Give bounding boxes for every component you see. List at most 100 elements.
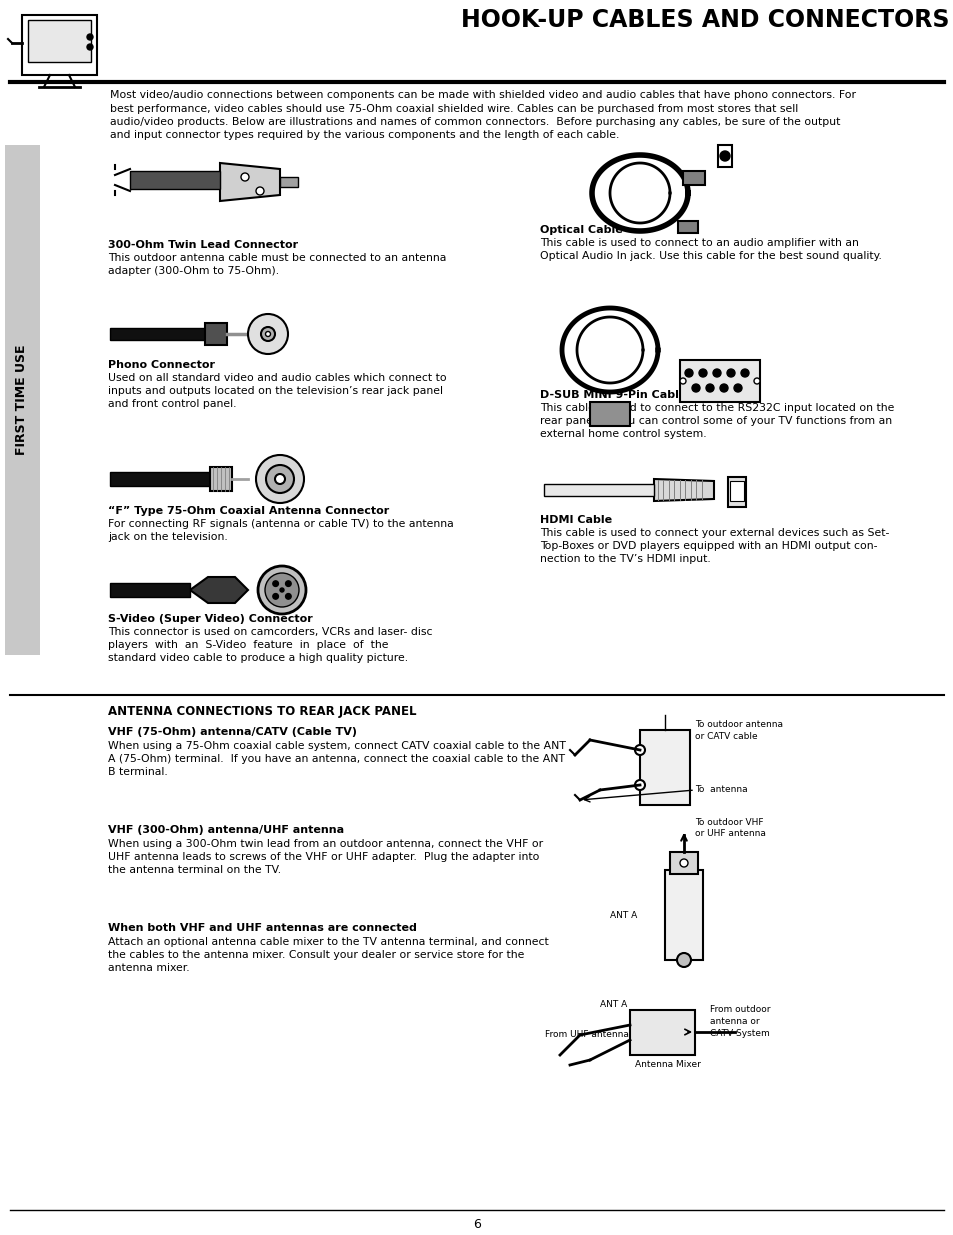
- Text: HDMI Cable: HDMI Cable: [539, 515, 612, 525]
- Circle shape: [609, 163, 669, 224]
- Text: audio/video products. Below are illustrations and names of common connectors.  B: audio/video products. Below are illustra…: [110, 117, 840, 127]
- Circle shape: [280, 588, 284, 592]
- Text: S-Video (Super Video) Connector: S-Video (Super Video) Connector: [108, 614, 313, 624]
- Text: This cable is used to connect to the RS232C input located on the: This cable is used to connect to the RS2…: [539, 403, 893, 412]
- Bar: [678, 221, 698, 233]
- Bar: [110, 329, 205, 340]
- Text: Attach an optional antenna cable mixer to the TV antenna terminal, and connect: Attach an optional antenna cable mixer t…: [108, 937, 548, 947]
- Circle shape: [241, 173, 249, 182]
- Text: standard video cable to produce a high quality picture.: standard video cable to produce a high q…: [108, 653, 408, 663]
- Circle shape: [705, 384, 713, 391]
- Circle shape: [274, 474, 285, 484]
- Polygon shape: [190, 577, 248, 603]
- Text: Most video/audio connections between components can be made with shielded video : Most video/audio connections between com…: [110, 90, 855, 100]
- Circle shape: [261, 327, 274, 341]
- Circle shape: [691, 384, 700, 391]
- Bar: [718, 144, 731, 167]
- Text: From UHF antenna: From UHF antenna: [544, 1030, 628, 1039]
- Text: external home control system.: external home control system.: [539, 429, 706, 438]
- Bar: [205, 324, 227, 345]
- Circle shape: [712, 369, 720, 377]
- Text: the cables to the antenna mixer. Consult your dealer or service store for the: the cables to the antenna mixer. Consult…: [108, 950, 524, 960]
- Bar: [280, 177, 297, 186]
- Circle shape: [257, 566, 306, 614]
- Text: and input connector types required by the various components and the length of e: and input connector types required by th…: [110, 131, 618, 141]
- Text: For connecting RF signals (antenna or cable TV) to the antenna: For connecting RF signals (antenna or ca…: [108, 519, 454, 529]
- Text: ANT A: ANT A: [599, 1000, 626, 1009]
- Text: 300-Ohm Twin Lead Connector: 300-Ohm Twin Lead Connector: [108, 240, 297, 249]
- Circle shape: [699, 369, 706, 377]
- Text: best performance, video cables should use 75-Ohm coaxial shielded wire. Cables c: best performance, video cables should us…: [110, 104, 798, 114]
- Text: 6: 6: [473, 1218, 480, 1231]
- Text: This outdoor antenna cable must be connected to an antenna: This outdoor antenna cable must be conne…: [108, 253, 446, 263]
- Bar: [727, 477, 745, 508]
- Circle shape: [273, 580, 278, 587]
- Text: UHF antenna leads to screws of the VHF or UHF adapter.  Plug the adapter into: UHF antenna leads to screws of the VHF o…: [108, 852, 538, 862]
- Circle shape: [635, 745, 644, 755]
- Bar: [110, 472, 210, 487]
- Circle shape: [733, 384, 741, 391]
- Bar: [110, 583, 190, 597]
- Circle shape: [266, 466, 294, 493]
- Text: antenna or: antenna or: [709, 1016, 759, 1026]
- Text: To  antenna: To antenna: [695, 785, 747, 794]
- Bar: [22, 15, 97, 75]
- Text: When using a 300-Ohm twin lead from an outdoor antenna, connect the VHF or: When using a 300-Ohm twin lead from an o…: [108, 839, 542, 848]
- Polygon shape: [220, 163, 280, 201]
- Text: FIRST TIME USE: FIRST TIME USE: [15, 345, 29, 456]
- Text: ANTENNA CONNECTIONS TO REAR JACK PANEL: ANTENNA CONNECTIONS TO REAR JACK PANEL: [108, 705, 416, 718]
- Circle shape: [684, 369, 692, 377]
- Text: B terminal.: B terminal.: [108, 767, 168, 777]
- Text: To outdoor antenna: To outdoor antenna: [695, 720, 782, 729]
- Circle shape: [677, 953, 690, 967]
- Circle shape: [285, 580, 291, 587]
- Circle shape: [635, 781, 644, 790]
- Text: antenna mixer.: antenna mixer.: [108, 963, 190, 973]
- Circle shape: [679, 378, 685, 384]
- Circle shape: [740, 369, 748, 377]
- Bar: [5, 144, 40, 655]
- Text: inputs and outputs located on the television’s rear jack panel: inputs and outputs located on the televi…: [108, 387, 442, 396]
- Bar: [682, 170, 704, 185]
- Text: and front control panel.: and front control panel.: [108, 399, 236, 409]
- Circle shape: [726, 369, 734, 377]
- Circle shape: [285, 594, 291, 599]
- Text: or CATV cable: or CATV cable: [695, 732, 757, 741]
- Text: Antenna Mixer: Antenna Mixer: [635, 1060, 700, 1070]
- Text: D-SUB MINI 9-Pin Cable: D-SUB MINI 9-Pin Cable: [539, 390, 685, 400]
- Circle shape: [720, 151, 729, 161]
- Text: CATV System: CATV System: [709, 1029, 769, 1037]
- Text: VHF (300-Ohm) antenna/UHF antenna: VHF (300-Ohm) antenna/UHF antenna: [108, 825, 344, 835]
- Text: This connector is used on camcorders, VCRs and laser- disc: This connector is used on camcorders, VC…: [108, 627, 432, 637]
- Text: This cable is used to connect to an audio amplifier with an: This cable is used to connect to an audi…: [539, 238, 858, 248]
- Text: ANT A: ANT A: [609, 910, 637, 920]
- Text: This cable is used to connect your external devices such as Set-: This cable is used to connect your exter…: [539, 529, 888, 538]
- Polygon shape: [654, 479, 713, 501]
- Text: A (75-Ohm) terminal.  If you have an antenna, connect the coaxial cable to the A: A (75-Ohm) terminal. If you have an ante…: [108, 755, 564, 764]
- Circle shape: [679, 860, 687, 867]
- Bar: [679, 359, 760, 403]
- Text: rear panel so you can control some of your TV functions from an: rear panel so you can control some of yo…: [539, 416, 891, 426]
- Bar: [629, 1010, 695, 1055]
- Circle shape: [720, 384, 727, 391]
- Bar: [669, 852, 698, 874]
- Circle shape: [255, 186, 264, 195]
- Circle shape: [753, 378, 760, 384]
- Text: HOOK-UP CABLES AND CONNECTORS: HOOK-UP CABLES AND CONNECTORS: [461, 7, 949, 32]
- Bar: [210, 467, 232, 492]
- Text: Top-Boxes or DVD players equipped with an HDMI output con-: Top-Boxes or DVD players equipped with a…: [539, 541, 877, 551]
- Text: Phono Connector: Phono Connector: [108, 359, 214, 370]
- Bar: [589, 403, 629, 426]
- Circle shape: [273, 594, 278, 599]
- Circle shape: [87, 35, 92, 40]
- Circle shape: [255, 454, 304, 503]
- Text: From outdoor: From outdoor: [709, 1005, 770, 1014]
- Circle shape: [577, 317, 642, 383]
- Text: To outdoor VHF: To outdoor VHF: [695, 818, 762, 827]
- Text: “F” Type 75-Ohm Coaxial Antenna Connector: “F” Type 75-Ohm Coaxial Antenna Connecto…: [108, 506, 389, 516]
- Bar: [639, 730, 689, 805]
- Circle shape: [248, 314, 288, 354]
- Text: VHF (75-Ohm) antenna/CATV (Cable TV): VHF (75-Ohm) antenna/CATV (Cable TV): [108, 727, 356, 737]
- Bar: [729, 480, 743, 501]
- Text: Used on all standard video and audio cables which connect to: Used on all standard video and audio cab…: [108, 373, 446, 383]
